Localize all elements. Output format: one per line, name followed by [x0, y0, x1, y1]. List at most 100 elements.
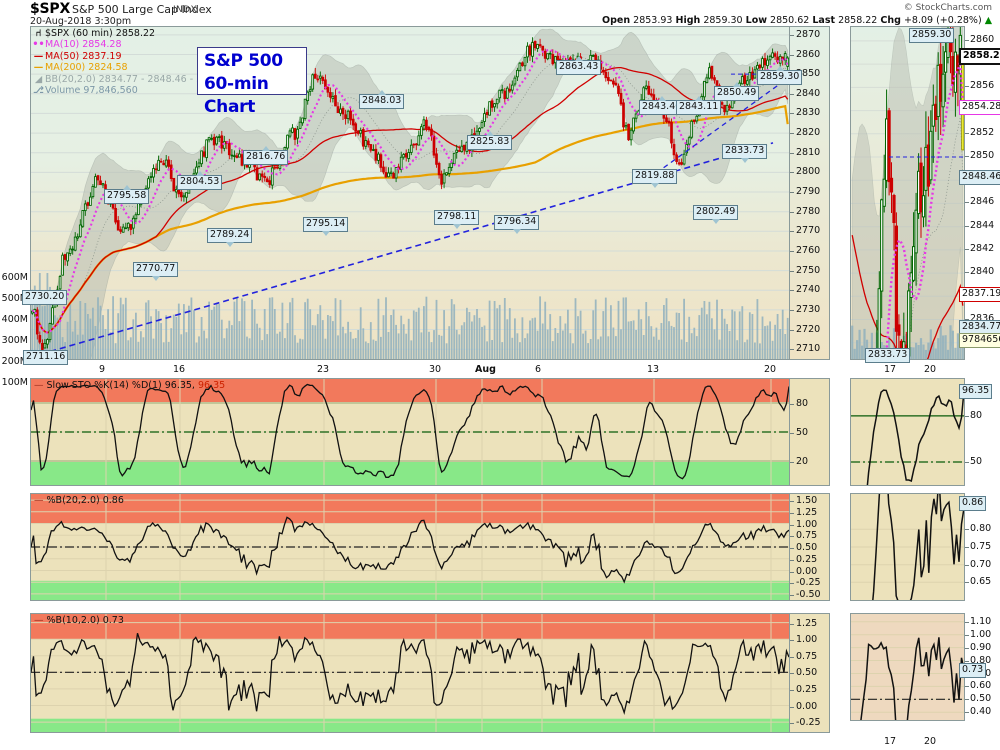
mini-x-axis-label: 20 [924, 364, 937, 375]
legend-line-icon: — [34, 615, 44, 626]
indicator-axis-label: -0.25 [796, 577, 821, 589]
mini-price-tick [965, 225, 969, 227]
mini-x-axis-label: 17 [884, 736, 897, 747]
open-label: Open [602, 15, 631, 26]
x-axis-label: 6 [535, 364, 542, 375]
x-axis-label: 23 [317, 364, 330, 375]
percent-b-10-legend: — %B(10,2.0) 0.73 [34, 615, 124, 626]
x-axis-label: 16 [173, 364, 186, 375]
mini-price-axis-label: 2844 [970, 219, 995, 231]
copyright-label: © StockCharts.com [903, 3, 992, 13]
indicator-axis-label: 1.50 [796, 495, 818, 507]
price-axis-tick [790, 113, 794, 115]
percent-b-20-panel[interactable]: — %B(20,2.0) 0.86 [30, 493, 790, 601]
indicator-axis-tick [790, 706, 794, 708]
mini-indicator-tick [965, 462, 969, 463]
mini-indicator-tick [965, 529, 969, 531]
chart-legend: ⑁ $SPX (60 min) 2858.22 ••MA(10) 2854.28 … [32, 28, 235, 96]
percent-b-20-axis: 1.50 1.25 1.00 0.75 0.50 0.25 0.00 -0.25 -0.50 [790, 493, 830, 601]
indicator-axis-tick [790, 623, 794, 625]
mini-percent-b-10-panel[interactable] [850, 613, 965, 721]
mini-price-axis-label: 2842 [970, 242, 995, 254]
price-axis-tick [790, 211, 794, 213]
legend-line-icon: — [34, 380, 44, 391]
mini-price-tick [965, 132, 969, 134]
main-price-chart[interactable] [30, 26, 790, 360]
mini-indicator-axis-label: 0.70 [970, 667, 992, 679]
mini-price-chart[interactable] [850, 26, 965, 360]
mini-indicator-tick [965, 699, 969, 701]
mini-price-tick [965, 109, 969, 111]
mini-price-tick [965, 63, 969, 65]
mini-price-axis-label: 2856 [970, 80, 995, 92]
mini-indicator-tick [965, 415, 969, 417]
price-axis-tick [790, 34, 794, 36]
mini-price-tick [965, 318, 969, 320]
price-axis-label: 2860 [796, 48, 821, 60]
indicator-axis-tick [790, 571, 794, 573]
x-axis-label: 20 [764, 364, 777, 375]
mini-indicator-axis-label: 0.65 [970, 576, 992, 588]
mini-percent-b-10-axis: 1.10 1.00 0.90 0.80 0.70 0.60 0.50 0.40 [965, 613, 1000, 721]
volume-axis-label: 400M [1, 314, 28, 325]
price-axis-label: 2810 [796, 146, 821, 158]
mini-price-axis-label: 2838 [970, 289, 995, 301]
mini-price-axis-label: 2848 [970, 173, 995, 185]
legend-row-ma50: — MA(50) 2837.19 [32, 51, 235, 62]
indicator-axis-label: 0.75 [796, 650, 818, 662]
indicator-axis-tick [790, 462, 794, 464]
date-timestamp: 20-Aug-2018 3:30pm [30, 16, 132, 27]
band-icon: ◢ [34, 73, 43, 85]
slow-stochastic-panel[interactable]: — Slow STO %K(14) %D(1) 96.35, 96.35 [30, 378, 790, 486]
indicator-axis-label: -0.25 [796, 717, 821, 729]
x-axis-label: 30 [429, 364, 442, 375]
mini-indicator-tick [965, 712, 969, 714]
chg-label: Chg [880, 15, 901, 26]
x-axis-label: 13 [647, 364, 660, 375]
mini-slow-stochastic-panel[interactable] [850, 378, 965, 486]
mini-indicator-axis-label: 1.10 [970, 615, 992, 627]
price-axis-tick [790, 270, 794, 272]
volume-axis-label: 600M [1, 272, 28, 283]
indicator-axis-tick [790, 640, 794, 642]
symbol-name: S&P 500 Large Cap Index [72, 3, 212, 16]
indicator-axis-tick [790, 536, 794, 538]
legend-row-ma10: ••MA(10) 2854.28 [32, 39, 235, 50]
mini-price-axis: 2860 2858 2856 2854 2852 2850 2848 2846 2844 2842… [965, 26, 1000, 360]
indicator-axis-label: 0.00 [796, 700, 818, 712]
x-axis-label: 9 [99, 364, 106, 375]
indicator-axis-label: 1.25 [796, 617, 818, 629]
indicator-axis-label: 0.00 [796, 565, 818, 577]
indicator-axis-label: 0.50 [796, 667, 818, 679]
mini-price-tick [965, 202, 969, 204]
mini-indicator-axis-label: 0.80 [970, 654, 992, 666]
percent-b-20-legend-text: %B(20,2.0) 0.86 [46, 495, 124, 506]
mini-indicator-tick [965, 660, 969, 662]
price-axis-label: 2760 [796, 245, 821, 256]
price-axis-tick [790, 251, 794, 252]
mini-price-axis-label: 2850 [970, 150, 995, 161]
indicator-axis-label: 80 [796, 397, 809, 409]
high-label: High [675, 15, 701, 26]
mini-percent-b-20-panel[interactable] [850, 493, 965, 601]
indicator-axis-tick [790, 548, 794, 549]
mini-price-tick [965, 86, 969, 88]
callout-line-2: 60-min Chart [204, 74, 269, 117]
volume-axis-label: 300M [1, 335, 28, 346]
indicator-axis-tick [790, 689, 794, 691]
price-axis-tick [790, 54, 794, 56]
mini-indicator-axis-label: 50 [970, 456, 983, 467]
volume-axis-label: 200M [1, 356, 28, 367]
percent-b-10-panel[interactable]: — %B(10,2.0) 0.73 [30, 613, 790, 733]
last-value: 2858.22 [838, 15, 878, 26]
mini-indicator-axis-label: 0.40 [970, 706, 992, 718]
callout-line-1: S&P 500 [204, 51, 283, 71]
price-axis-label: 2720 [796, 323, 821, 335]
indicator-axis-label: 0.25 [796, 683, 818, 695]
price-axis-label: 2740 [796, 284, 821, 296]
percent-b-10-axis: 1.25 1.00 0.75 0.50 0.25 0.00 -0.25 [790, 613, 830, 733]
chart-header: $SPX S&P 500 Large Cap Index INDX 20-Aug… [0, 0, 1000, 27]
indicator-axis-tick [790, 583, 794, 585]
price-axis-tick [790, 192, 794, 193]
price-axis-tick [790, 309, 794, 311]
